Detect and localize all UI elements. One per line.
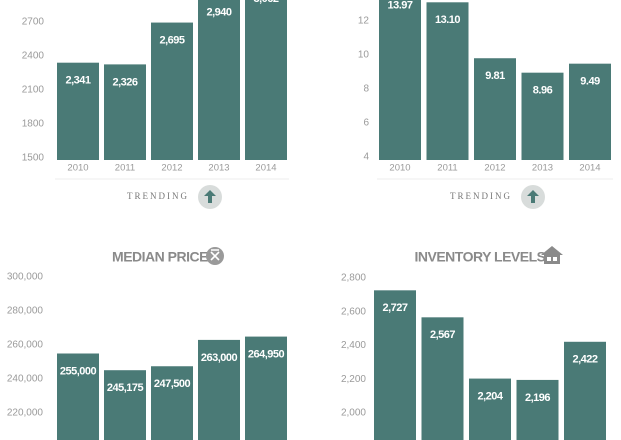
x-tick-label: 2010 [67, 163, 88, 174]
y-tick-label: 2700 [22, 17, 45, 28]
value-label: 255,000 [60, 365, 97, 377]
y-tick-label: 12 [358, 16, 370, 27]
value-label: 3,062 [253, 0, 278, 5]
value-label: 263,000 [201, 352, 238, 364]
x-tick-label: 2011 [115, 163, 135, 174]
value-label: 8.96 [533, 85, 553, 97]
y-tick-label: 2,400 [341, 340, 366, 351]
value-label: 2,422 [572, 354, 597, 366]
bar [151, 22, 193, 160]
value-label: 2,196 [525, 392, 550, 404]
bar [379, 0, 421, 161]
y-tick-label: 2,200 [341, 374, 366, 385]
value-label: 2,341 [65, 75, 90, 87]
title-icon-x [210, 249, 220, 261]
trend-arrow [527, 190, 539, 203]
bar [57, 353, 99, 440]
house-window [553, 257, 557, 261]
value-label: 13.10 [435, 14, 460, 26]
value-label: 2,567 [430, 329, 455, 341]
bar [57, 62, 99, 160]
x-tick-label: 2011 [437, 163, 457, 174]
house-window [547, 257, 551, 261]
bar [469, 378, 511, 440]
y-tick-label: 8 [363, 84, 369, 95]
y-tick-label: 220,000 [7, 408, 44, 419]
value-label: 2,940 [206, 7, 231, 19]
trending-label: TRENDING [450, 191, 512, 201]
y-tick-label: 1800 [22, 119, 45, 130]
y-tick-label: 6 [363, 118, 369, 129]
value-label: 2,727 [382, 302, 407, 314]
bar [474, 58, 516, 161]
x-tick-label: 2014 [255, 163, 276, 174]
y-tick-label: 2100 [22, 85, 45, 96]
y-tick-label: 300,000 [7, 272, 44, 283]
value-label: 245,175 [107, 382, 144, 394]
bar [245, 0, 287, 161]
value-label: 2,204 [477, 390, 503, 402]
bar [426, 2, 469, 160]
bar [421, 317, 464, 440]
chart-title: INVENTORY LEVELS [415, 249, 546, 265]
bar [521, 72, 564, 160]
value-label: 2,695 [159, 34, 184, 46]
bar [198, 0, 240, 160]
value-label: 2,326 [112, 76, 137, 88]
chart-title: MEDIAN PRICE [112, 249, 208, 265]
x-tick-label: 2014 [579, 163, 600, 174]
x-tick-label: 2013 [208, 163, 229, 174]
y-tick-label: 260,000 [7, 340, 44, 351]
bar [104, 370, 146, 440]
trending-label: TRENDING [127, 191, 189, 201]
bar [564, 341, 606, 440]
x-tick-label: 2010 [389, 163, 410, 174]
x-tick-label: 2013 [532, 163, 553, 174]
y-tick-label: 10 [358, 50, 370, 61]
x-tick-label: 2012 [484, 163, 505, 174]
value-label: 9.81 [485, 70, 505, 82]
trend-arrow [204, 190, 216, 203]
bar [198, 339, 240, 440]
y-tick-label: 2400 [22, 51, 45, 62]
value-label: 264,950 [248, 348, 285, 360]
bar [374, 290, 416, 440]
bar [104, 64, 146, 160]
y-tick-label: 2,600 [341, 306, 366, 317]
x-tick-label: 2012 [161, 163, 182, 174]
y-tick-label: 2,800 [341, 273, 366, 284]
value-label: 9.49 [580, 76, 600, 88]
bar [516, 379, 559, 440]
bar [569, 63, 611, 160]
y-tick-label: 1500 [22, 153, 45, 164]
y-tick-label: 240,000 [7, 374, 44, 385]
bar [151, 366, 193, 440]
y-tick-label: 2,000 [341, 408, 366, 419]
title-icon-house [541, 246, 563, 264]
y-tick-label: 4 [363, 152, 369, 163]
y-tick-label: 280,000 [7, 306, 44, 317]
value-label: 247,500 [154, 378, 191, 390]
value-label: 13.97 [387, 0, 412, 11]
bar [245, 336, 287, 440]
